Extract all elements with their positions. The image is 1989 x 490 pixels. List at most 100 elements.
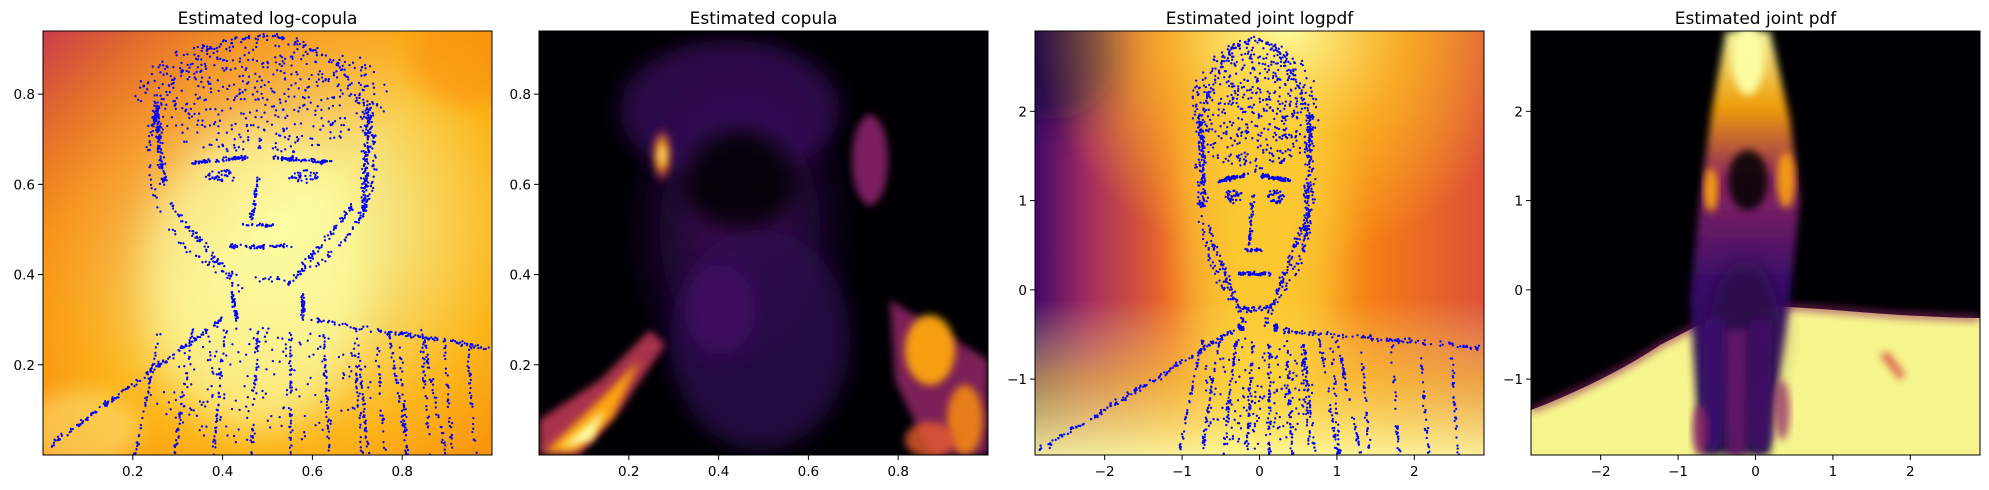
scatter-point xyxy=(1237,194,1240,197)
scatter-point xyxy=(381,414,384,417)
scatter-point xyxy=(1268,443,1271,446)
scatter-point xyxy=(1360,336,1363,339)
scatter-point xyxy=(1230,103,1233,106)
scatter-point xyxy=(381,418,384,421)
scatter-point xyxy=(1302,219,1306,222)
scatter-point xyxy=(1203,344,1206,347)
scatter-point xyxy=(1197,191,1200,194)
scatter-point xyxy=(233,309,236,313)
scatter-point xyxy=(1247,273,1250,276)
scatter-point xyxy=(346,233,349,236)
scatter-point xyxy=(1235,60,1238,64)
scatter-point xyxy=(275,244,278,247)
scatter-point xyxy=(1301,243,1304,246)
scatter-point xyxy=(1231,373,1235,376)
scatter-point xyxy=(1282,328,1285,331)
scatter-point xyxy=(219,57,222,60)
scatter-point xyxy=(332,59,335,62)
scatter-point xyxy=(487,346,490,349)
scatter-point xyxy=(340,123,343,127)
scatter-point xyxy=(1327,390,1330,393)
scatter-point xyxy=(1287,76,1290,80)
scatter-point xyxy=(228,170,231,173)
scatter-point xyxy=(362,212,365,216)
scatter-point xyxy=(1244,155,1247,158)
scatter-point xyxy=(1251,306,1254,309)
scatter-point xyxy=(1247,105,1250,109)
scatter-point xyxy=(1281,159,1284,162)
scatter-point xyxy=(1200,158,1203,161)
scatter-point xyxy=(205,331,208,335)
scatter-point xyxy=(1233,46,1237,50)
x-tick-label: 0.4 xyxy=(212,464,233,480)
scatter-point xyxy=(1233,344,1236,348)
scatter-point xyxy=(1278,296,1281,299)
scatter-point xyxy=(205,248,208,251)
scatter-point xyxy=(1222,280,1225,283)
scatter-point xyxy=(1246,271,1249,274)
scatter-point xyxy=(1216,154,1219,157)
scatter-point xyxy=(1250,219,1253,222)
scatter-point xyxy=(394,331,397,334)
scatter-point xyxy=(358,416,361,420)
scatter-point xyxy=(1244,320,1247,324)
scatter-point xyxy=(474,439,477,442)
scatter-point xyxy=(185,108,188,111)
scatter-point xyxy=(475,451,478,454)
scatter-point xyxy=(155,94,159,97)
scatter-point xyxy=(322,373,325,376)
scatter-point xyxy=(1282,280,1285,284)
scatter-point xyxy=(1303,151,1307,154)
scatter-point xyxy=(150,124,153,127)
scatter-point xyxy=(231,281,234,285)
scatter-point xyxy=(314,49,317,52)
scatter-point xyxy=(1254,309,1258,312)
scatter-point xyxy=(343,210,346,213)
scatter-point xyxy=(161,141,164,145)
scatter-point xyxy=(1307,194,1311,197)
scatter-point xyxy=(1219,101,1222,105)
scatter-point xyxy=(1298,151,1302,154)
scatter-point xyxy=(358,373,362,376)
scatter-point xyxy=(234,37,237,40)
scatter-point xyxy=(247,224,250,227)
scatter-point xyxy=(338,323,341,327)
scatter-point xyxy=(1217,114,1220,117)
scatter-point xyxy=(163,162,167,165)
scatter-point xyxy=(264,340,267,343)
scatter-point xyxy=(1280,119,1284,123)
scatter-point xyxy=(318,70,322,73)
scatter-point xyxy=(1203,230,1206,234)
scatter-point xyxy=(291,55,294,58)
scatter-point xyxy=(161,115,165,119)
scatter-point xyxy=(443,337,446,341)
scatter-point xyxy=(1197,134,1201,137)
scatter-point xyxy=(1219,66,1223,69)
scatter-point xyxy=(1124,398,1127,402)
scatter-point xyxy=(238,133,241,136)
scatter-point xyxy=(1299,111,1303,114)
scatter-point xyxy=(1414,341,1417,344)
scatter-point xyxy=(1276,191,1280,195)
scatter-point xyxy=(431,388,434,392)
scatter-point xyxy=(230,157,233,160)
scatter-point xyxy=(278,360,281,363)
scatter-point xyxy=(1290,134,1293,137)
scatter-point xyxy=(1307,439,1310,442)
scatter-point xyxy=(1261,174,1264,177)
scatter-point xyxy=(208,261,211,264)
scatter-point xyxy=(216,56,219,59)
scatter-point xyxy=(399,367,402,370)
scatter-point xyxy=(1203,159,1206,162)
scatter-point xyxy=(1321,359,1325,362)
scatter-point xyxy=(208,351,212,354)
scatter-point xyxy=(263,129,266,132)
scatter-point xyxy=(300,57,303,61)
scatter-point xyxy=(160,97,163,101)
scatter-point xyxy=(304,50,307,54)
scatter-point xyxy=(84,418,87,421)
scatter-point xyxy=(1223,274,1227,277)
scatter-point xyxy=(178,422,181,425)
scatter-point xyxy=(347,128,351,131)
scatter-point xyxy=(311,257,315,260)
